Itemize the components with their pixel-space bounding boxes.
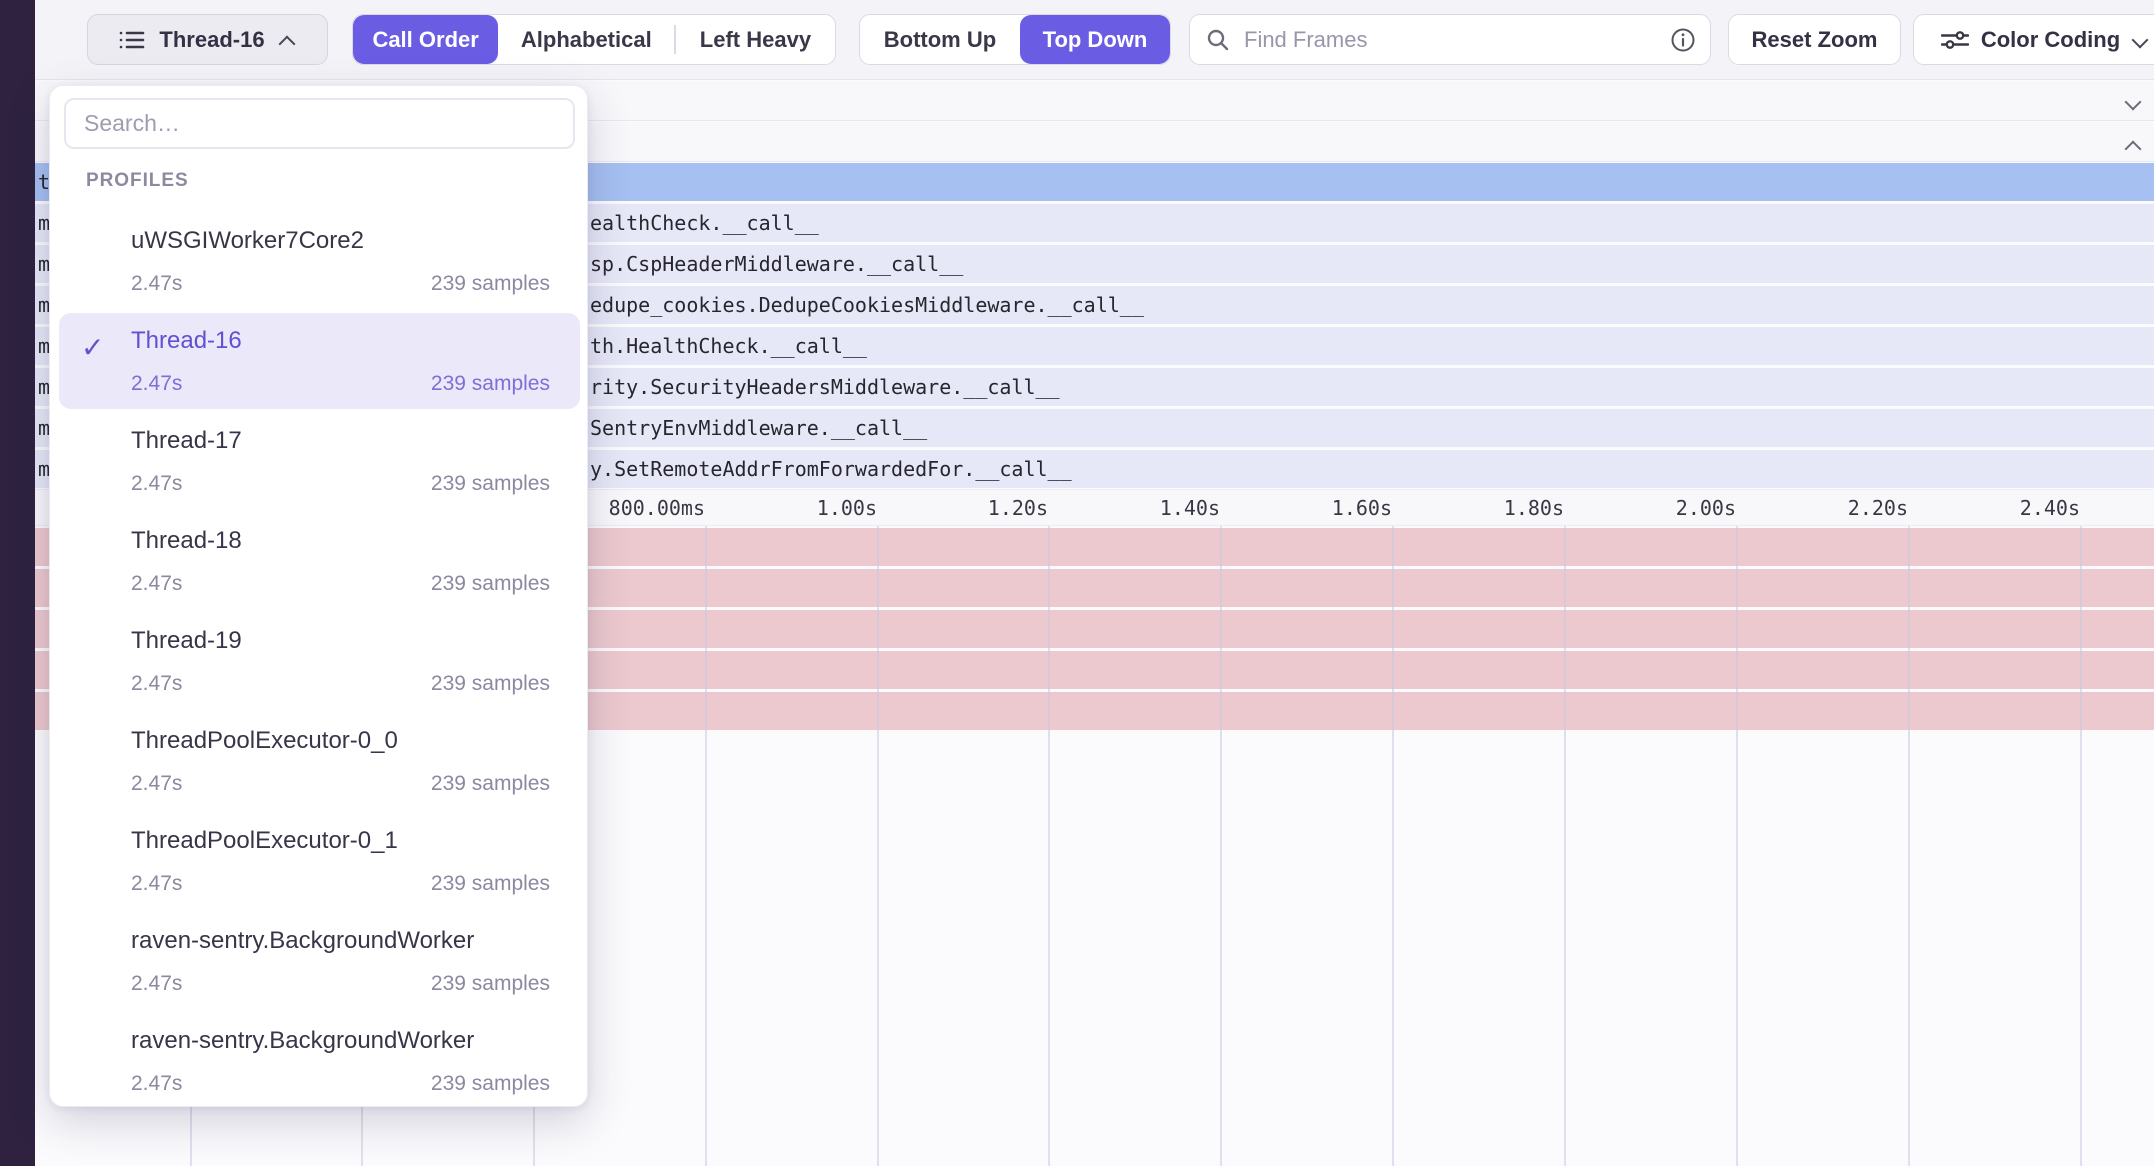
profile-sample-count: 239 samples [430,872,550,895]
sliders-icon [1940,30,1969,49]
profile-name: ThreadPoolExecutor-0_1 [131,827,398,854]
bottom-up-button[interactable]: Bottom Up [883,26,997,52]
reset-zoom-button[interactable]: Reset Zoom [1728,14,1901,65]
profile-duration: 2.47s [131,472,183,495]
profile-duration: 2.47s [131,272,183,295]
profile-name: Thread-19 [131,627,242,654]
profile-duration: 2.47s [131,872,183,895]
divider [674,25,676,54]
sort-left-heavy-button[interactable]: Left Heavy [699,26,812,52]
flame-row-label: SentryEnvMiddleware.__call__ [590,416,928,440]
time-axis-label: 2.20s [1847,496,1908,520]
left-dark-rail [0,0,35,1166]
profiles-dropdown: PROFILES ✓ uWSGIWorker7Core2 2.47s 239 samp… [49,85,588,1107]
profiles-section-label: PROFILES [86,170,189,191]
profile-selector-button[interactable]: Thread-16 [87,14,328,65]
time-axis-label: 1.40s [1159,496,1220,520]
profile-duration: 2.47s [131,1072,183,1095]
search-icon [1207,29,1229,50]
profile-sample-count: 239 samples [430,672,550,695]
flame-row-label: sp.CspHeaderMiddleware.__call__ [590,252,964,276]
profile-name: raven-sentry.BackgroundWorker [131,1027,475,1054]
profile-sample-count: 239 samples [430,1072,550,1095]
profile-name: uWSGIWorker7Core2 [131,227,364,254]
profile-duration: 2.47s [131,672,183,695]
profile-name: Thread-18 [131,527,242,554]
flame-row-clipped-start: m [38,457,51,481]
profile-name: ThreadPoolExecutor-0_0 [131,727,398,754]
profile-name: Thread-16 [131,327,242,354]
chevron-down-icon [2132,31,2149,48]
find-frames-input[interactable] [1242,25,1670,54]
sort-call-order-button[interactable]: Call Order [353,15,499,64]
toolbar: Thread-16 Call Order Alphabetical Left H… [35,0,2154,80]
time-axis-label: 1.80s [1503,496,1564,520]
profile-duration: 2.47s [131,972,183,995]
flame-row-clipped-start: m [38,252,51,276]
info-icon[interactable] [1670,27,1696,53]
profiles-search-input[interactable] [64,98,575,149]
profile-duration: 2.47s [131,772,183,795]
profile-duration: 2.47s [131,372,183,395]
flame-row-clipped-start: m [38,293,51,317]
chevron-up-icon [279,31,296,48]
top-down-button[interactable]: Top Down [1019,15,1170,64]
profile-sample-count: 239 samples [430,472,550,495]
profile-sample-count: 239 samples [430,972,550,995]
profile-sample-count: 239 samples [430,372,550,395]
profile-name: raven-sentry.BackgroundWorker [131,927,475,954]
time-axis-label: 1.00s [816,496,877,520]
flame-row-clipped-start: m [38,375,51,399]
sort-alphabetical-button[interactable]: Alphabetical [520,26,652,52]
flame-row-label: ealthCheck.__call__ [590,211,819,235]
profile-name: Thread-17 [131,427,242,454]
flame-row-label: rity.SecurityHeadersMiddleware.__call__ [590,375,1060,399]
flame-row-label: edupe_cookies.DedupeCookiesMiddleware.__… [590,293,1144,317]
direction-mode-group: Bottom Up Top Down [859,14,1171,65]
time-axis-label: 2.00s [1675,496,1736,520]
flame-row-clipped-start: t [38,170,51,194]
flame-row-clipped-start: m [38,211,51,235]
profile-list-item[interactable]: ✓ Thread-16 2.47s 239 samples [59,313,580,409]
flame-row-clipped-start: m [38,334,51,358]
time-axis-label: 2.40s [2019,496,2080,520]
list-icon [120,31,145,48]
find-frames-field [1189,14,1711,65]
flame-row-clipped-start: m [38,416,51,440]
color-coding-label: Color Coding [1980,26,2121,52]
check-icon: ✓ [81,332,105,363]
profile-selector-label: Thread-16 [159,26,265,52]
chevron-down-icon[interactable] [2125,93,2142,110]
profile-sample-count: 239 samples [430,572,550,595]
flame-row-label: y.SetRemoteAddrFromForwardedFor.__call__ [590,457,1072,481]
color-coding-button[interactable]: Color Coding [1913,14,2154,65]
time-axis-label: 1.60s [1331,496,1392,520]
sort-mode-group: Call Order Alphabetical Left Heavy [352,14,836,65]
time-axis-label: 1.20s [987,496,1048,520]
time-axis-label: 800.00ms [608,496,705,520]
chevron-up-icon[interactable] [2125,136,2142,153]
profile-sample-count: 239 samples [430,272,550,295]
profile-duration: 2.47s [131,572,183,595]
profile-sample-count: 239 samples [430,772,550,795]
flame-row-label: th.HealthCheck.__call__ [590,334,867,358]
